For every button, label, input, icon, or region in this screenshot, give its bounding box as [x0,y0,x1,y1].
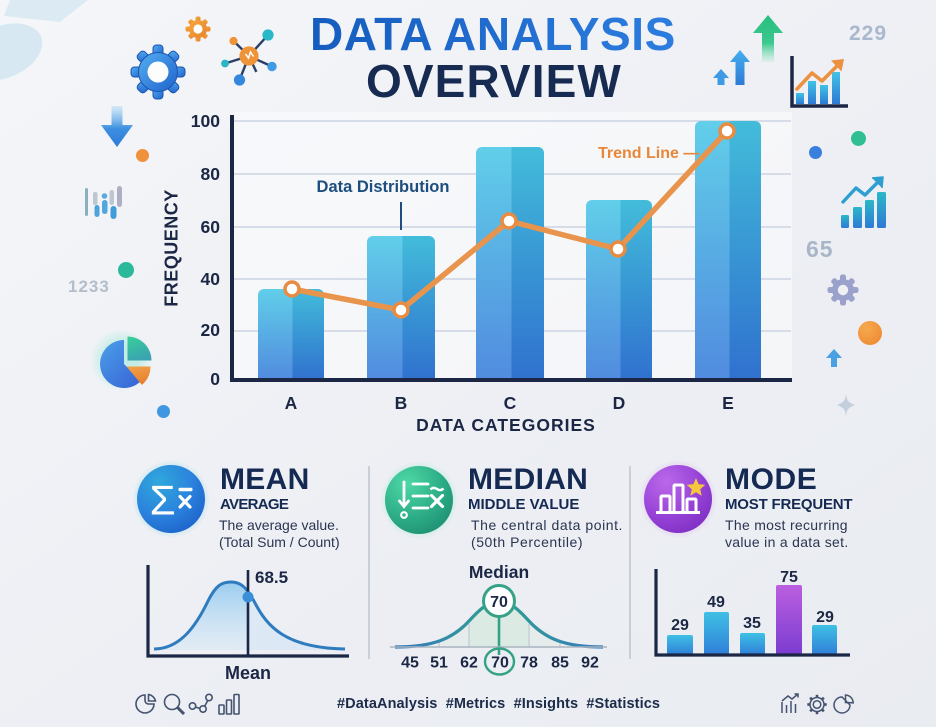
svg-text:29: 29 [671,617,689,634]
svg-text:Σ: Σ [150,476,176,523]
svg-text:70: 70 [491,655,509,672]
svg-text:78: 78 [520,655,538,672]
svg-text:Mean: Mean [225,663,271,683]
svg-text:70: 70 [490,594,508,611]
svg-text:68.5: 68.5 [255,568,288,587]
svg-text:51: 51 [430,655,448,672]
svg-text:75: 75 [780,569,798,586]
svg-text:49: 49 [707,594,725,611]
svg-text:92: 92 [581,655,599,672]
svg-text:85: 85 [551,655,569,672]
svg-text:35: 35 [743,615,761,632]
svg-text:45: 45 [401,655,419,672]
svg-text:62: 62 [460,655,478,672]
svg-text:Median: Median [469,562,529,582]
svg-text:29: 29 [816,609,834,626]
